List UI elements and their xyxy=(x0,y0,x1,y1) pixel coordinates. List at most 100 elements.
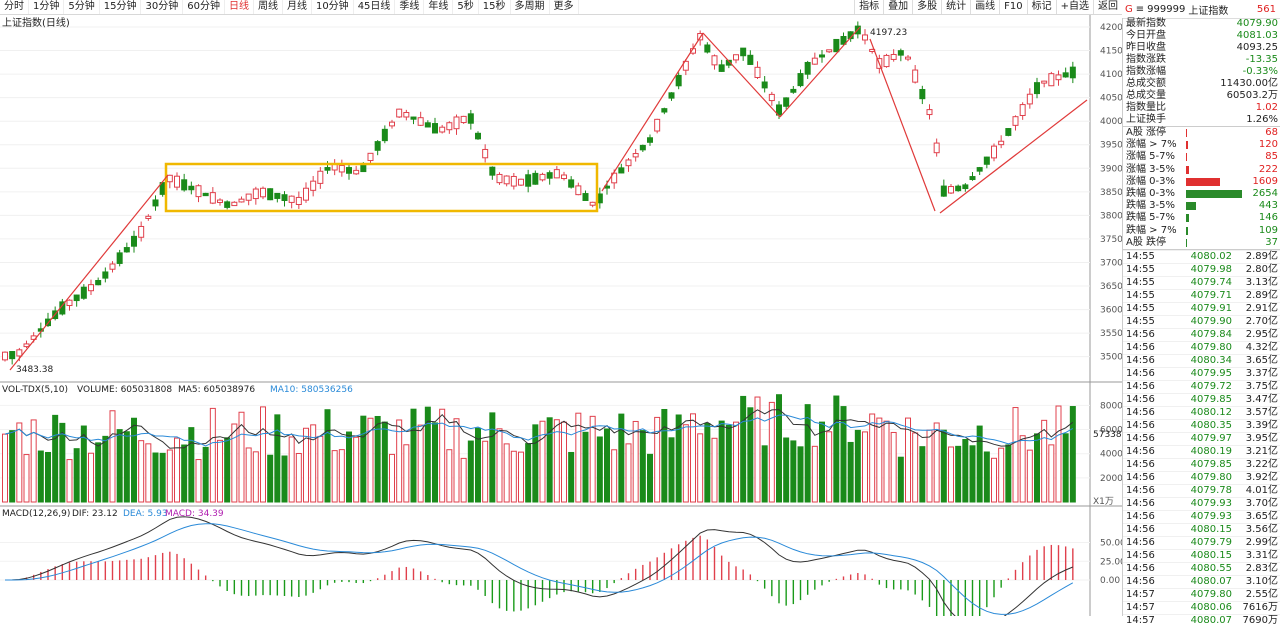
vol-tick-label: 40000 xyxy=(1100,450,1122,460)
candle-body xyxy=(539,173,546,181)
volume-bar xyxy=(532,424,539,503)
quote-key: 最新指数 xyxy=(1126,18,1166,29)
volume-bar xyxy=(503,443,510,503)
vol-tick-label: 80000 xyxy=(1100,401,1122,411)
tool-button-3[interactable]: 统计 xyxy=(941,0,970,14)
candle-body xyxy=(682,60,689,71)
period-tab-2[interactable]: 5分钟 xyxy=(64,0,100,14)
candle-body xyxy=(1048,73,1055,87)
tick-volume: 3.21亿 xyxy=(1245,445,1278,457)
tool-button-5[interactable]: F10 xyxy=(999,0,1026,14)
tick-time: 14:56 xyxy=(1126,523,1155,535)
y-tick-label: 4100 xyxy=(1100,70,1122,80)
volume-bar xyxy=(1034,433,1040,503)
volume-bar xyxy=(446,449,453,503)
distribution-row: A股 涨停 68 xyxy=(1123,127,1280,139)
y-tick-label: 4200 xyxy=(1100,23,1122,33)
volume-bar xyxy=(152,452,159,503)
tick-volume: 7616万 xyxy=(1242,601,1278,613)
tick-row: 14:56 4079.80 4.32亿 xyxy=(1123,340,1280,354)
period-tab-8[interactable]: 月线 xyxy=(283,0,312,14)
macd-tick-label: 0.00 xyxy=(1100,576,1120,586)
candle-body xyxy=(310,180,317,191)
menu-icon[interactable]: ≡ xyxy=(1135,3,1145,15)
volume-bar xyxy=(632,420,639,503)
quote-value: 4081.03 xyxy=(1236,30,1278,41)
vol-label: VOL-TDX(5,10) xyxy=(2,385,68,395)
distribution-key: 涨幅 3-5% xyxy=(1126,163,1176,175)
tick-price: 4079.71 xyxy=(1190,289,1232,301)
volume-bar xyxy=(525,443,532,503)
period-tab-1[interactable]: 1分钟 xyxy=(29,0,65,14)
volume-bar xyxy=(1026,449,1033,503)
tick-volume: 3.92亿 xyxy=(1245,471,1278,483)
period-tab-14[interactable]: 15秒 xyxy=(479,0,511,14)
candle-body xyxy=(174,175,180,188)
period-tab-13[interactable]: 5秒 xyxy=(453,0,479,14)
distribution-value: 120 xyxy=(1258,139,1278,151)
period-tab-4[interactable]: 30分钟 xyxy=(141,0,184,14)
volume-bar xyxy=(410,408,417,503)
tick-price: 4079.91 xyxy=(1190,302,1232,314)
volume-bar xyxy=(539,420,546,503)
volume-bar xyxy=(16,422,23,503)
tool-button-0[interactable]: 指标 xyxy=(854,0,883,14)
candle-body xyxy=(826,49,833,53)
period-tab-11[interactable]: 季线 xyxy=(395,0,425,14)
period-tab-0[interactable]: 分时 xyxy=(0,0,29,14)
quote-value: -13.35 xyxy=(1245,54,1278,65)
tick-volume: 3.75亿 xyxy=(1245,380,1278,392)
volume-bar xyxy=(1048,444,1055,503)
period-tab-16[interactable]: 更多 xyxy=(550,0,579,14)
distribution-value: 37 xyxy=(1265,236,1278,248)
tick-volume: 2.89亿 xyxy=(1245,289,1278,301)
period-tab-5[interactable]: 60分钟 xyxy=(183,0,225,14)
period-tab-12[interactable]: 年线 xyxy=(424,0,454,14)
distribution-row: 涨幅 3-5% 222 xyxy=(1123,164,1280,176)
distribution-bar xyxy=(1186,214,1189,223)
candle-body xyxy=(940,185,947,197)
tick-row: 14:56 4080.15 3.31亿 xyxy=(1123,548,1280,562)
tool-button-4[interactable]: 画线 xyxy=(970,0,999,14)
period-tab-3[interactable]: 15分钟 xyxy=(100,0,142,14)
period-toolbar: 分时 1分钟 5分钟 15分钟 30分钟 60分钟 日线 周线 月线 10分钟 45日线 季线 年线 5秒… xyxy=(0,0,1122,15)
volume-bar xyxy=(840,406,847,503)
tick-price: 4079.97 xyxy=(1190,432,1232,444)
candle-body xyxy=(467,113,474,124)
period-tab-9[interactable]: 10分钟 xyxy=(312,0,354,14)
vol-tick-label: 60000 xyxy=(1100,426,1122,436)
chart-area[interactable]: 4200 4150 4100 4050 4000 3950 3900 3850 3800 3750… xyxy=(0,15,1122,616)
candle-body xyxy=(976,167,983,172)
tick-time: 14:55 xyxy=(1126,289,1155,301)
period-tab-6[interactable]: 日线 xyxy=(225,0,254,14)
tool-button-6[interactable]: 标记 xyxy=(1026,0,1056,14)
tool-button-7[interactable]: +自选 xyxy=(1055,0,1093,14)
volume-bar xyxy=(639,430,646,503)
distribution-key: A股 跌停 xyxy=(1126,236,1167,248)
candle-body xyxy=(295,196,302,206)
volume-bar xyxy=(482,440,489,503)
candle-body xyxy=(718,64,725,72)
candle-body xyxy=(948,186,954,194)
candle-body xyxy=(611,172,618,184)
candle-body xyxy=(1034,82,1040,95)
tool-buttons: 指标 叠加 多股 统计 画线 F10 标记 +自选 返回 xyxy=(854,0,1122,14)
tick-list[interactable]: 14:55 4080.02 2.89亿 14:55 4079.98 2.80亿 14:55 4… xyxy=(1123,248,1280,627)
period-tab-7[interactable]: 周线 xyxy=(254,0,283,14)
quote-key: 总成交额 xyxy=(1126,78,1166,89)
tick-volume: 3.70亿 xyxy=(1245,497,1278,509)
candle-body xyxy=(123,247,130,253)
period-tab-15[interactable]: 多周期 xyxy=(511,0,550,14)
candle-body xyxy=(575,185,582,196)
candle-body xyxy=(897,50,904,56)
candle-body xyxy=(274,192,281,199)
volume-bar xyxy=(890,431,897,503)
period-tab-10[interactable]: 45日线 xyxy=(354,0,396,14)
candle-body xyxy=(1062,72,1069,78)
volume-bar xyxy=(1062,433,1069,503)
tool-button-2[interactable]: 多股 xyxy=(912,0,941,14)
tool-button-1[interactable]: 叠加 xyxy=(883,0,912,14)
tool-button-8[interactable]: 返回 xyxy=(1093,0,1122,14)
volume-bar xyxy=(338,449,345,503)
distribution-row: 跌幅 0-3% 2654 xyxy=(1123,188,1280,200)
